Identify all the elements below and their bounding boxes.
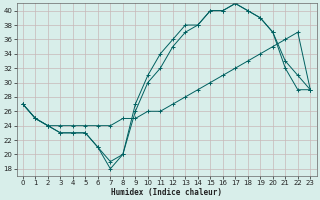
X-axis label: Humidex (Indice chaleur): Humidex (Indice chaleur) (111, 188, 222, 197)
